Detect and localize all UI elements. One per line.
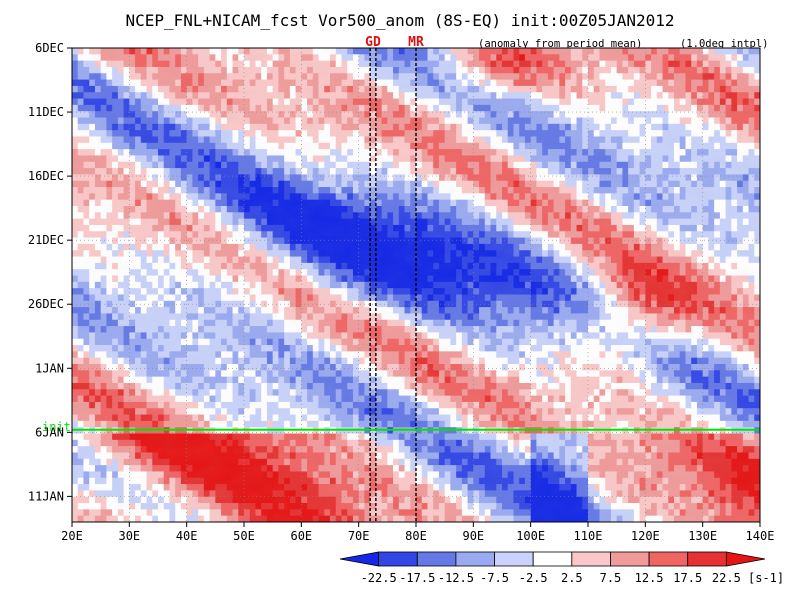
chart-title: NCEP_FNL+NICAM_fcst Vor500_anom (8S-EQ) …	[125, 11, 674, 30]
subtitle-anomaly: (anomaly from period mean)	[478, 38, 642, 50]
subtitle-interpolation: (1.0deg intpl)	[680, 38, 769, 50]
plot-area	[72, 48, 760, 522]
